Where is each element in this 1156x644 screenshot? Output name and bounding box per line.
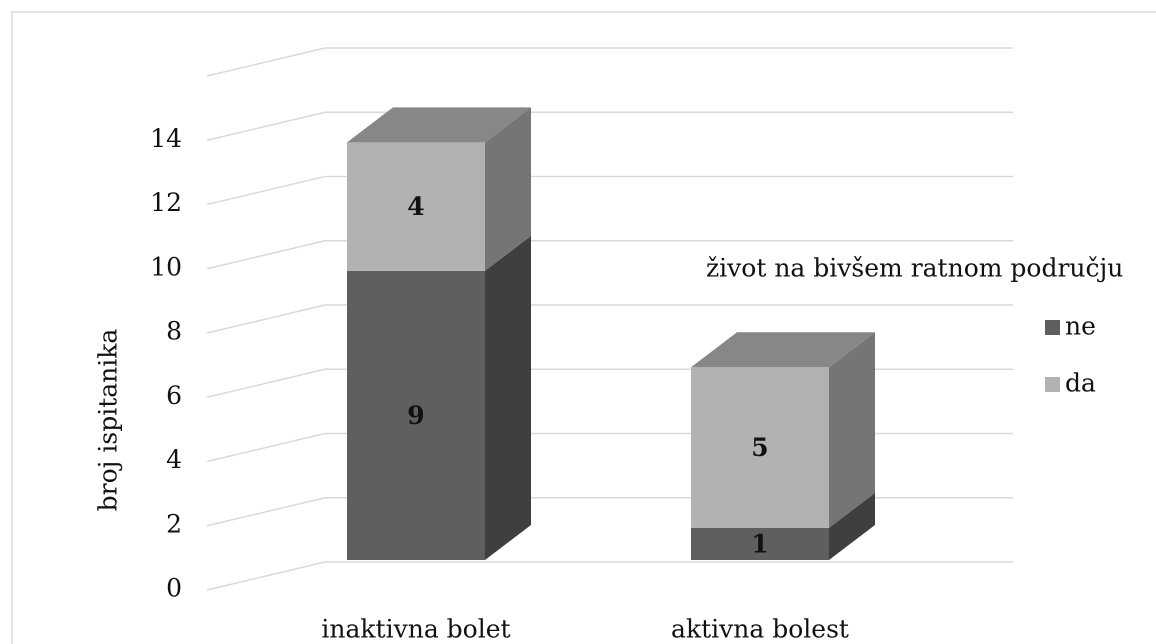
chart-frame [11, 11, 1156, 644]
grid-line [206, 432, 326, 463]
bar-front [347, 142, 485, 271]
y-tick-label: 0 [166, 574, 182, 603]
grid-line [206, 497, 326, 527]
grid-line [206, 368, 326, 398]
y-tick-label: 12 [150, 188, 182, 217]
y-tick-label: 4 [166, 445, 182, 474]
grid-line [206, 111, 326, 141]
bar-front [691, 367, 829, 528]
y-tick-label: 6 [166, 381, 182, 410]
bar-front [347, 270, 485, 560]
grid-line [206, 175, 326, 206]
data-label: 5 [751, 433, 768, 462]
bar-front [691, 527, 829, 560]
grid-line [206, 561, 326, 591]
y-tick-label: 10 [150, 252, 182, 281]
data-label: 1 [751, 529, 768, 558]
legend-swatch [1045, 320, 1060, 335]
x-tick-label: aktivna bolest [671, 615, 849, 644]
y-tick-label: 14 [150, 124, 182, 153]
y-tick-label: 8 [166, 317, 182, 346]
bar-side [829, 332, 875, 528]
grid-line-top [206, 47, 326, 77]
legend-label: da [1065, 369, 1096, 398]
legend-label: ne [1065, 312, 1096, 341]
bar-top [691, 332, 875, 368]
grid-line [206, 304, 326, 334]
bar-side [829, 492, 875, 560]
legend-swatch [1045, 377, 1060, 392]
grid-line [206, 240, 326, 270]
data-label: 9 [407, 401, 424, 430]
y-tick-label: 2 [166, 509, 182, 538]
y-axis-label: broj ispitanika [94, 329, 123, 512]
bar-side [485, 235, 531, 560]
bar-top [347, 107, 531, 143]
legend-title: život na bivšem ratnom području [706, 254, 1123, 283]
data-label: 4 [407, 192, 424, 221]
x-tick-label: inaktivna bolet [321, 615, 510, 644]
bar-side [485, 107, 531, 271]
